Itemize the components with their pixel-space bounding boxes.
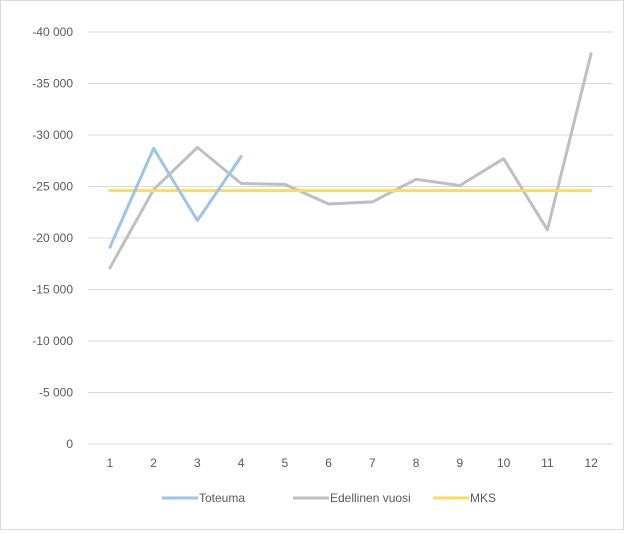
x-tick-label: 8 — [413, 456, 420, 470]
x-tick-label: 7 — [369, 456, 376, 470]
legend: Toteuma Edellinen vuosi MKS — [162, 491, 496, 505]
y-tick-label: -20 000 — [32, 231, 73, 245]
legend-label-toteuma: Toteuma — [199, 491, 245, 505]
x-tick-label: 10 — [497, 456, 511, 470]
y-axis-tick-labels: -40 000 -35 000 -30 000 -25 000 -20 000 -15 0… — [32, 25, 73, 451]
x-tick-label: 3 — [194, 456, 201, 470]
series-line-edellinen-vuosi — [108, 52, 593, 270]
x-tick-label: 2 — [150, 456, 157, 470]
x-tick-label: 1 — [107, 456, 114, 470]
y-tick-label: -10 000 — [32, 334, 73, 348]
y-tick-label: -40 000 — [32, 25, 73, 39]
y-tick-label: -15 000 — [32, 283, 73, 297]
series-line-toteuma — [108, 146, 243, 249]
gridlines — [88, 31, 613, 445]
y-tick-label: -5 000 — [39, 386, 73, 400]
y-tick-label: -30 000 — [32, 128, 73, 142]
x-tick-label: 4 — [238, 456, 245, 470]
x-axis-tick-labels: 1 2 3 4 5 6 7 8 9 10 11 12 — [107, 456, 599, 470]
x-tick-label: 9 — [457, 456, 464, 470]
x-tick-label: 5 — [282, 456, 289, 470]
y-tick-label: 0 — [66, 437, 73, 451]
y-tick-label: -25 000 — [32, 180, 73, 194]
legend-label-mks: MKS — [470, 491, 496, 505]
x-tick-label: 6 — [325, 456, 332, 470]
series-lines — [108, 52, 593, 270]
x-tick-label: 11 — [541, 456, 554, 470]
y-tick-label: -35 000 — [32, 77, 73, 91]
x-tick-label: 12 — [584, 456, 598, 470]
legend-label-edellinen-vuosi: Edellinen vuosi — [330, 491, 411, 505]
